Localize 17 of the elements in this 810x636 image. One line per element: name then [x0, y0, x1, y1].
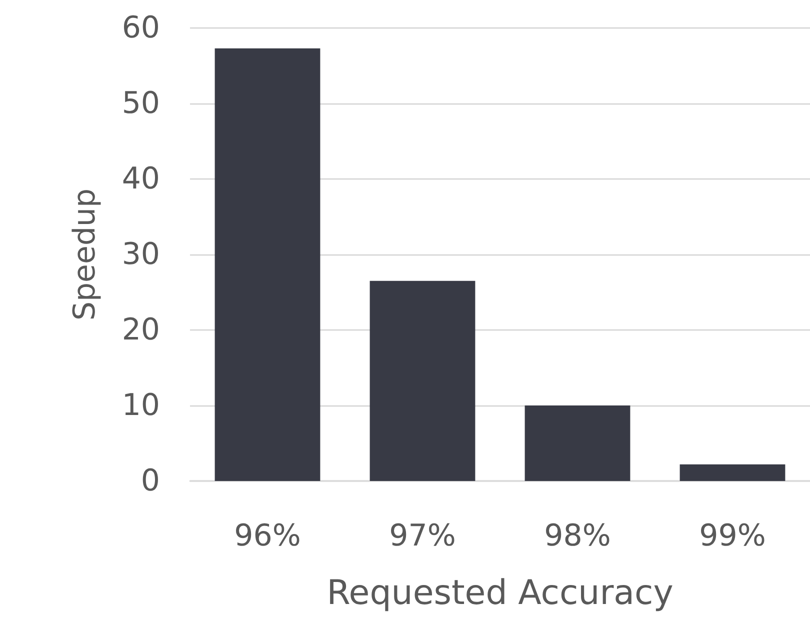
y-axis-title: Speedup [68, 188, 102, 321]
x-tick-label: 98% [544, 518, 611, 554]
x-axis-title: Requested Accuracy [326, 573, 674, 613]
bar [524, 406, 630, 481]
x-tick-label: 99% [699, 518, 766, 554]
y-tick-label: 40 [122, 162, 160, 196]
y-tick-label: 10 [122, 388, 160, 423]
y-tick-label: 20 [122, 312, 160, 348]
x-tick-label: 97% [389, 518, 456, 554]
bar [370, 280, 476, 481]
y-tick-label: 30 [122, 237, 160, 272]
x-tick-label: 96% [234, 518, 301, 554]
bar [680, 464, 786, 481]
y-tick-label: 60 [122, 10, 160, 46]
bar [214, 48, 320, 481]
y-tick-label: 50 [122, 86, 160, 121]
y-tick-label: 0 [140, 464, 160, 498]
